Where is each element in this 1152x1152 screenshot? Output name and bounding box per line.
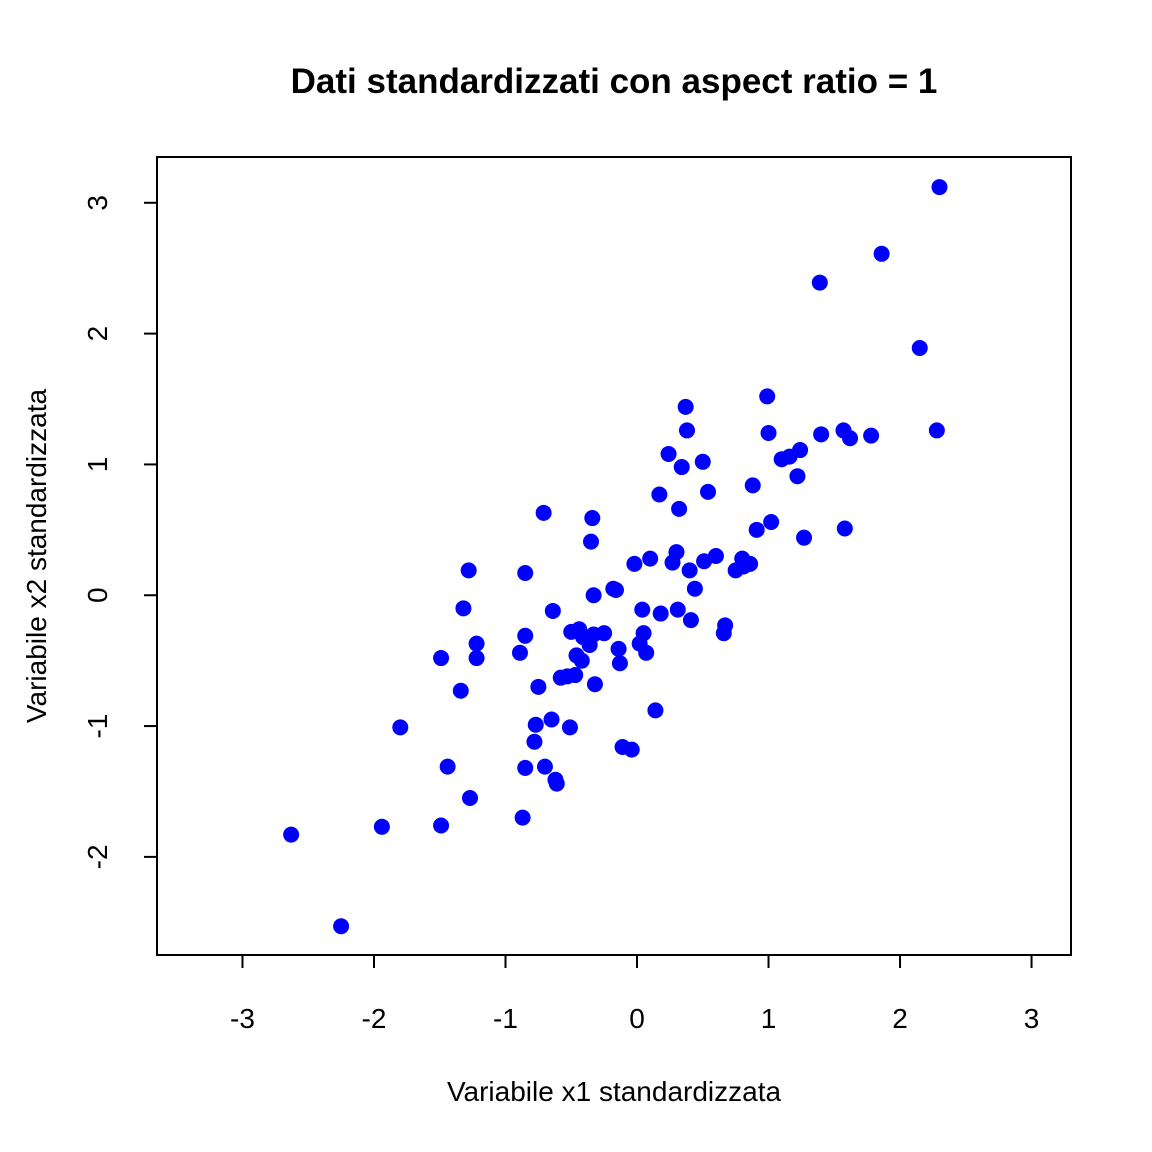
data-point bbox=[460, 562, 477, 579]
data-point bbox=[682, 612, 699, 629]
data-point bbox=[928, 422, 945, 439]
chart-title: Dati standardizzati con aspect ratio = 1 bbox=[291, 62, 938, 101]
data-point bbox=[651, 486, 668, 503]
data-point bbox=[792, 442, 809, 459]
data-point bbox=[461, 790, 478, 807]
y-tick-label: 3 bbox=[82, 195, 113, 211]
data-point bbox=[652, 605, 669, 622]
data-point bbox=[452, 682, 469, 699]
data-point bbox=[433, 650, 450, 667]
data-point bbox=[468, 635, 485, 652]
y-tick-label: -2 bbox=[82, 844, 113, 869]
data-point bbox=[607, 582, 624, 599]
y-axis-label: Variabile x2 standardizzata bbox=[21, 389, 52, 724]
data-point bbox=[796, 529, 813, 546]
x-axis-label: Variabile x1 standardizzata bbox=[447, 1076, 782, 1107]
data-point bbox=[677, 398, 694, 415]
data-point bbox=[811, 274, 828, 291]
data-point bbox=[671, 500, 688, 517]
data-point bbox=[647, 702, 664, 719]
data-point bbox=[694, 453, 711, 470]
data-point bbox=[573, 652, 590, 669]
data-point bbox=[669, 601, 686, 618]
data-point bbox=[638, 644, 655, 661]
data-point bbox=[530, 678, 547, 695]
data-point bbox=[748, 521, 765, 538]
data-point bbox=[548, 775, 565, 792]
x-tick-label: -1 bbox=[493, 1003, 518, 1034]
data-point bbox=[760, 425, 777, 442]
data-point bbox=[511, 644, 528, 661]
data-point bbox=[836, 520, 853, 537]
data-point bbox=[931, 179, 948, 196]
data-point bbox=[514, 809, 531, 826]
x-tick-label: 1 bbox=[761, 1003, 777, 1034]
data-point bbox=[544, 602, 561, 619]
data-point bbox=[789, 468, 806, 485]
data-point bbox=[744, 477, 761, 494]
data-point bbox=[678, 422, 695, 439]
data-point bbox=[517, 627, 534, 644]
data-point bbox=[707, 548, 724, 564]
data-point bbox=[610, 640, 627, 657]
data-point bbox=[468, 650, 485, 667]
data-point bbox=[333, 918, 350, 935]
data-point bbox=[535, 504, 552, 521]
data-point bbox=[517, 565, 534, 582]
y-axis: -2 -1 0 1 2 3 bbox=[82, 195, 158, 869]
data-point bbox=[536, 758, 553, 775]
data-point bbox=[433, 817, 450, 834]
x-tick-label: 3 bbox=[1024, 1003, 1040, 1034]
data-point bbox=[660, 445, 677, 462]
y-tick-label: 1 bbox=[82, 457, 113, 473]
data-point bbox=[623, 741, 640, 758]
data-point bbox=[842, 430, 859, 447]
data-point bbox=[673, 459, 690, 476]
data-point bbox=[585, 587, 602, 604]
data-point bbox=[582, 533, 599, 550]
data-point bbox=[526, 733, 543, 750]
x-tick-label: 2 bbox=[892, 1003, 908, 1034]
x-tick-label: -3 bbox=[230, 1003, 255, 1034]
y-tick-label: 2 bbox=[82, 326, 113, 342]
data-point bbox=[517, 759, 534, 776]
data-point bbox=[911, 339, 928, 356]
data-point bbox=[642, 550, 659, 567]
data-point bbox=[586, 676, 603, 693]
data-point bbox=[611, 655, 628, 672]
data-point bbox=[635, 625, 652, 642]
data-point bbox=[455, 600, 472, 617]
x-tick-label: 0 bbox=[629, 1003, 645, 1034]
data-point bbox=[392, 719, 409, 736]
data-point bbox=[543, 711, 560, 728]
data-point bbox=[561, 719, 578, 736]
data-point bbox=[567, 667, 584, 684]
data-point bbox=[759, 388, 776, 405]
data-point bbox=[527, 716, 544, 733]
data-point bbox=[681, 562, 698, 579]
data-point bbox=[668, 544, 685, 561]
x-axis: -3 -2 -1 0 1 2 3 bbox=[230, 954, 1040, 1034]
x-tick-label: -2 bbox=[362, 1003, 387, 1034]
data-point bbox=[596, 625, 613, 642]
data-point bbox=[813, 426, 830, 443]
data-point bbox=[686, 580, 703, 597]
data-points bbox=[283, 179, 948, 935]
data-point bbox=[283, 826, 300, 843]
data-point bbox=[763, 513, 780, 530]
data-point bbox=[863, 427, 880, 444]
data-point bbox=[626, 555, 643, 572]
data-point bbox=[717, 617, 734, 634]
data-point bbox=[873, 245, 890, 262]
y-tick-label: 0 bbox=[82, 587, 113, 603]
data-point bbox=[742, 555, 759, 572]
data-point bbox=[634, 601, 651, 618]
data-point bbox=[373, 818, 390, 835]
data-point bbox=[700, 483, 717, 500]
data-point bbox=[439, 758, 456, 775]
y-tick-label: -1 bbox=[82, 714, 113, 739]
data-point bbox=[584, 510, 601, 527]
